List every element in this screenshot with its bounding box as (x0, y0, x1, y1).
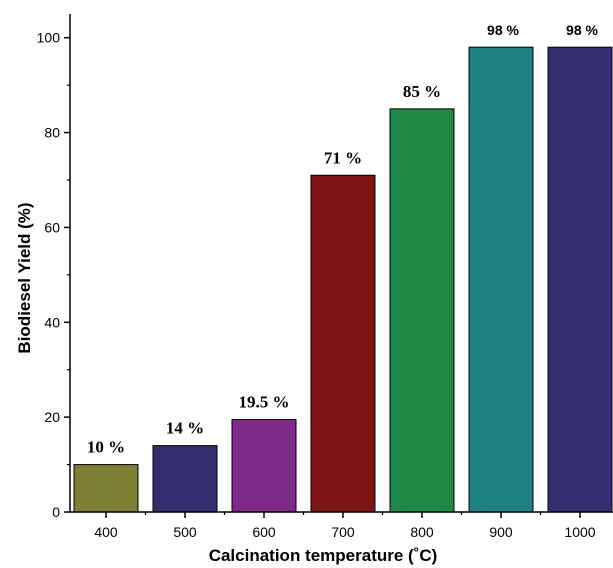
data-label-700: 71 % (324, 148, 362, 167)
bar-800 (389, 108, 455, 513)
bar-500 (152, 445, 218, 513)
x-tick-label: 600 (252, 524, 276, 540)
x-tick-label: 400 (94, 524, 118, 540)
axes-group (69, 14, 613, 513)
y-tick-label: 40 (44, 314, 60, 330)
data-label-800: 85 % (403, 82, 441, 101)
y-tick-label: 60 (44, 219, 60, 235)
x-tick-label: 800 (410, 524, 434, 540)
x-ticks-group: 400 500 600 700 800 900 1000 (94, 512, 596, 540)
bar-700 (310, 174, 376, 513)
y-tick-label: 80 (44, 125, 60, 141)
bar-900 (468, 46, 534, 513)
x-tick-label: 500 (173, 524, 197, 540)
y-axis-title: Biodiesel Yield (%) (15, 202, 34, 353)
bar-600 (231, 419, 297, 513)
x-tick-label: 700 (331, 524, 355, 540)
data-label-400: 10 % (87, 438, 125, 457)
bars-group (73, 46, 613, 513)
bar-1000 (547, 46, 613, 513)
data-label-1000: 98 % (566, 22, 598, 38)
data-label-500: 14 % (166, 419, 204, 438)
bar-400 (73, 464, 139, 513)
y-tick-label: 0 (52, 504, 60, 520)
data-label-600: 19.5 % (239, 393, 290, 412)
x-tick-label: 1000 (564, 524, 595, 540)
y-ticks-group: 0 20 40 60 80 100 (37, 30, 70, 520)
x-axis-title: Calcination temperature (˚C) (209, 546, 438, 565)
y-tick-label: 20 (44, 409, 60, 425)
data-label-900: 98 % (487, 22, 519, 38)
y-tick-label: 100 (37, 30, 61, 46)
x-tick-label: 900 (489, 524, 513, 540)
data-labels-group: 10 % 14 % 19.5 % 71 % 85 % 98 % 98 % (87, 22, 599, 456)
